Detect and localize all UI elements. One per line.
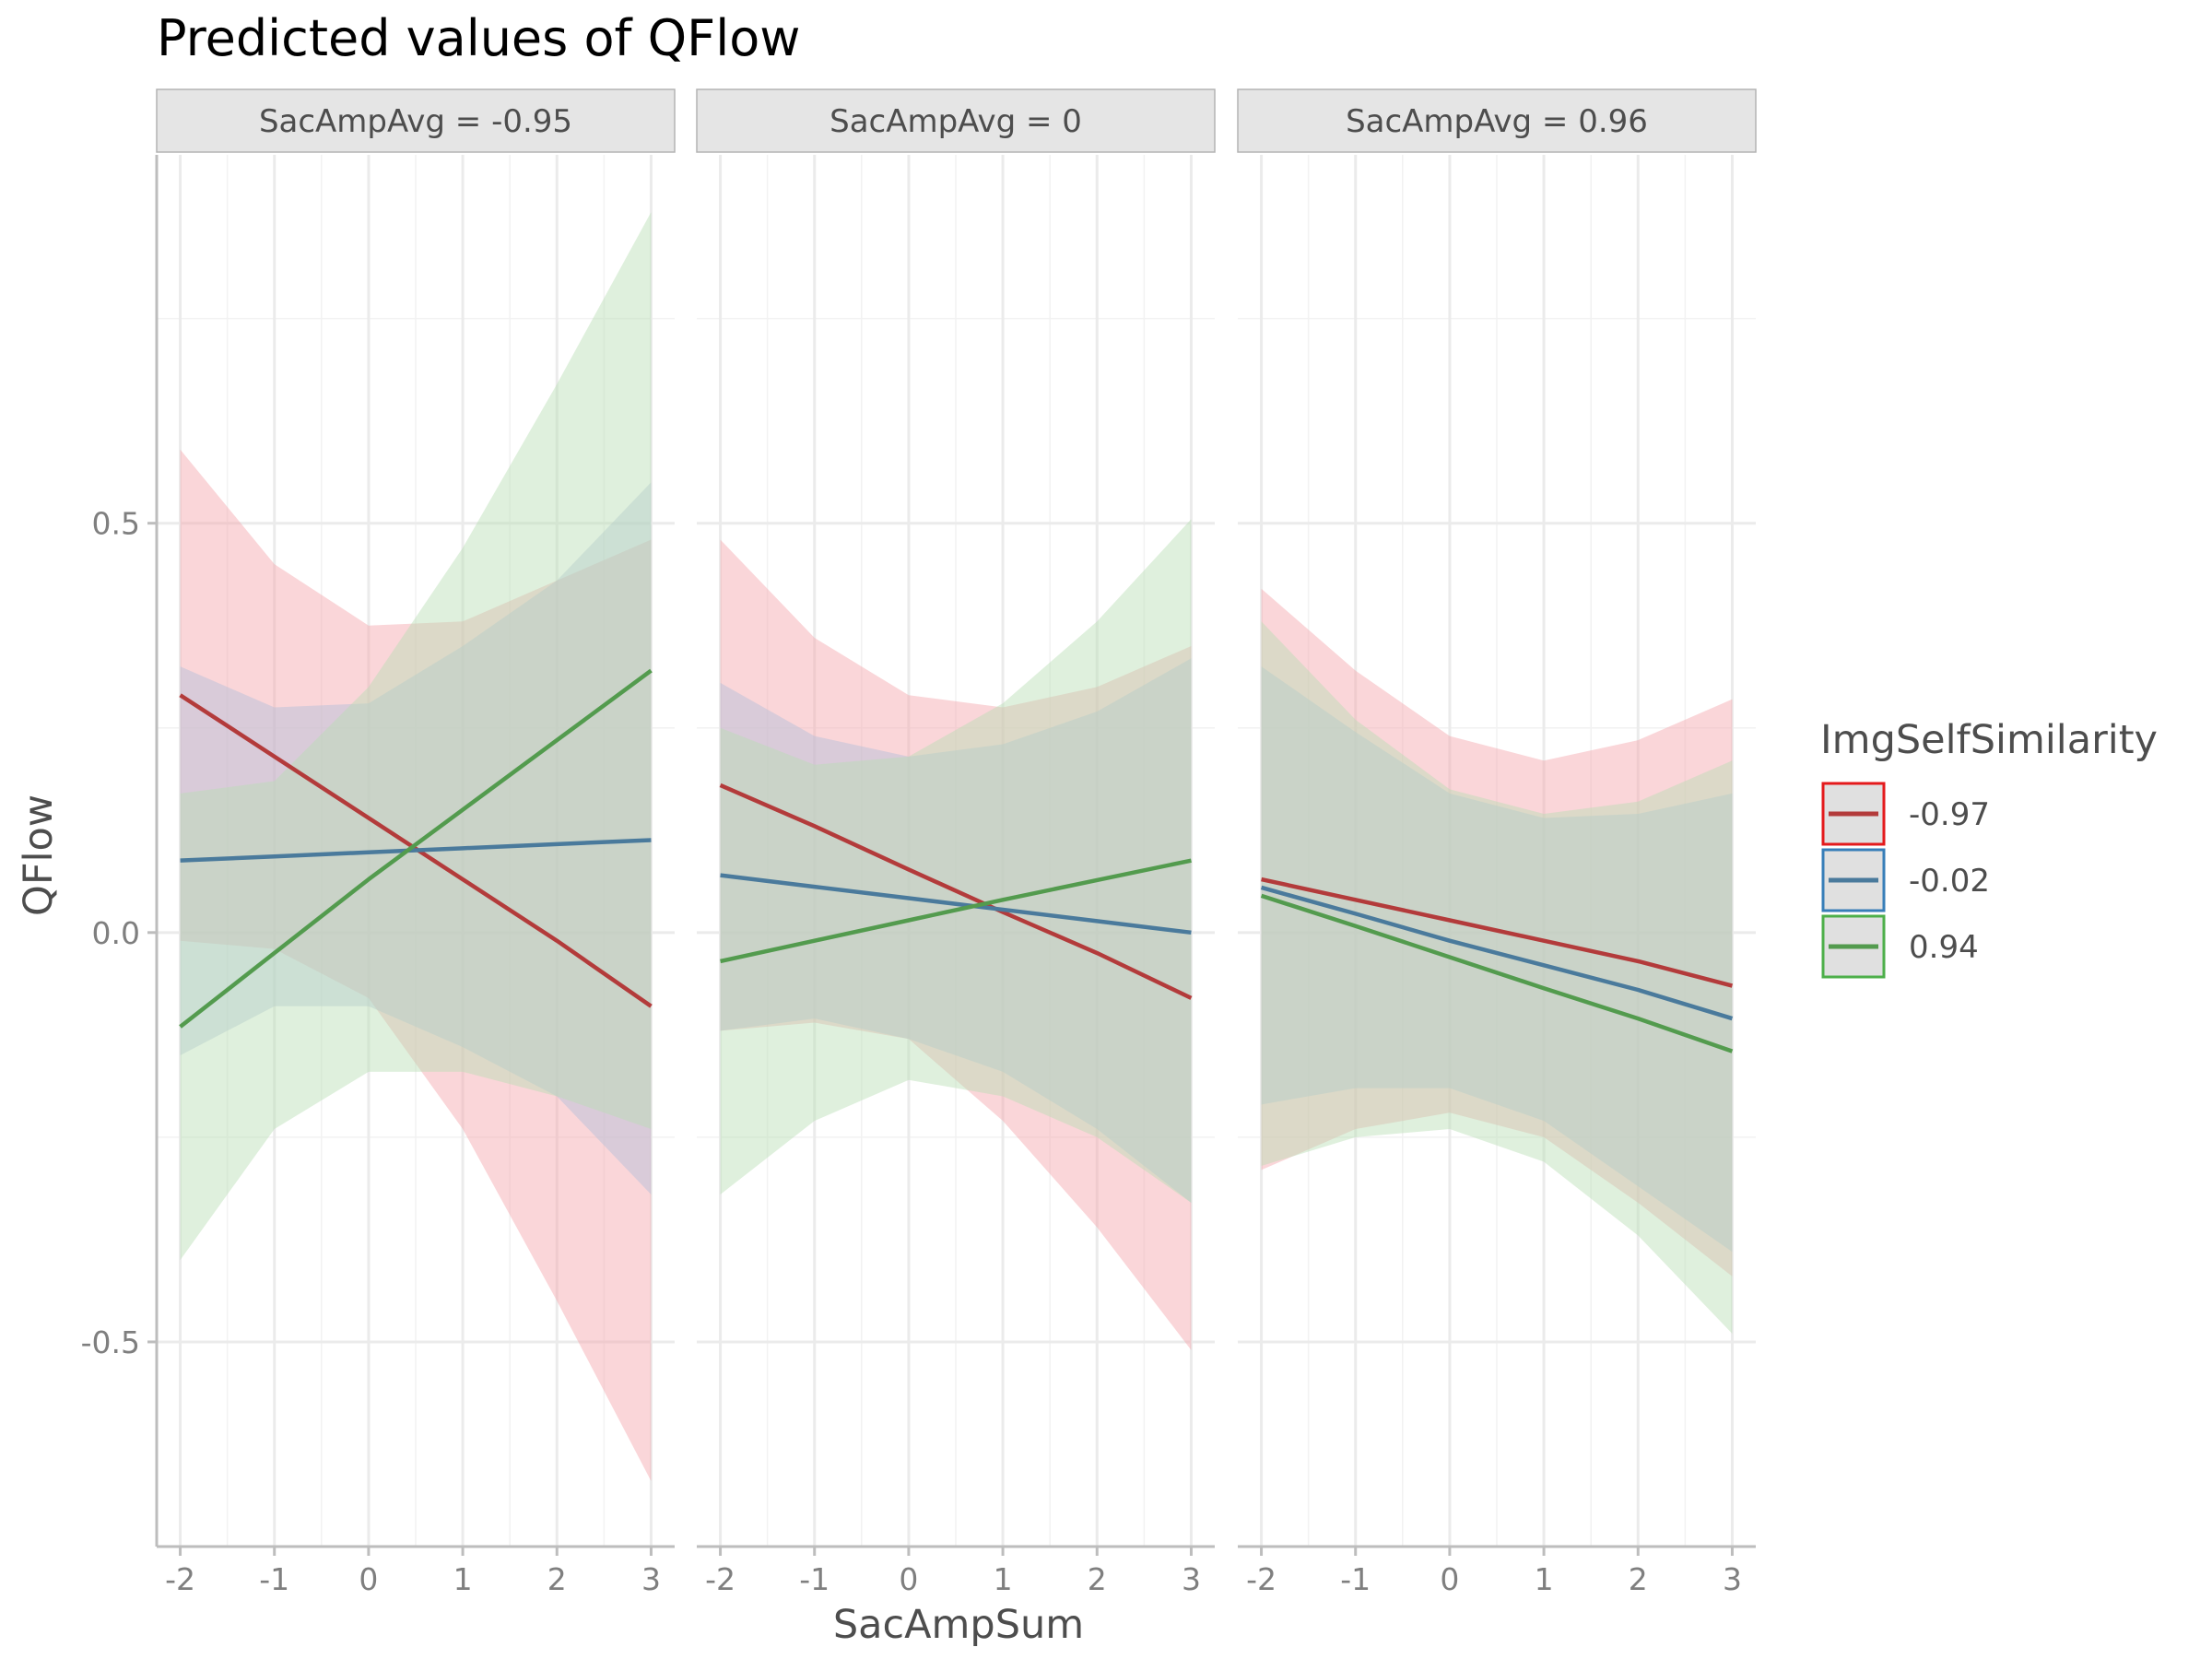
x-tick-label: 3: [1182, 1561, 1201, 1597]
x-tick-label: 1: [1535, 1561, 1554, 1597]
facet-panel: SacAmpAvg = 0 -2 -1 0 1 2 3: [696, 88, 1216, 1597]
x-tick-label: 0: [359, 1561, 378, 1597]
facet-panel: SacAmpAvg = -0.95 -2 -1 0 1 2 3 -0.5 0.0 0.5: [81, 88, 676, 1597]
series-line: [1260, 885, 1734, 1021]
x-tick-label: -1: [799, 1561, 830, 1597]
x-tick-label: -2: [165, 1561, 195, 1597]
confidence-band: [180, 449, 652, 1481]
facet-strip-label: SacAmpAvg = 0.96: [1346, 103, 1648, 140]
chart-title: Predicted values of QFlow: [157, 9, 800, 67]
x-tick-label: 1: [453, 1561, 473, 1597]
x-tick-label: -2: [1246, 1561, 1277, 1597]
legend-label: -0.97: [1909, 796, 1990, 833]
x-axis-title: SacAmpSum: [833, 1602, 1084, 1648]
y-axis-title: QFlow: [16, 794, 62, 916]
legend-title: ImgSelfSimilarity: [1820, 717, 2158, 763]
legend-entry: -0.02: [1821, 848, 1990, 912]
series-line: [179, 668, 653, 1029]
legend-entry: -0.97: [1821, 782, 1990, 846]
x-tick-label: 2: [547, 1561, 567, 1597]
x-tick-label: 2: [1088, 1561, 1107, 1597]
confidence-band: [180, 482, 652, 1195]
series-line: [1261, 877, 1734, 988]
y-tick-label: -0.5: [81, 1324, 140, 1360]
series-line: [719, 782, 1193, 1000]
confidence-band: [720, 539, 1192, 1350]
series-line: [720, 858, 1192, 964]
x-tick-label: 0: [1440, 1561, 1459, 1597]
facet-panel: SacAmpAvg = 0.96 -2 -1 0 1 2 3: [1237, 88, 1757, 1597]
x-tick-label: 2: [1629, 1561, 1648, 1597]
confidence-band: [720, 519, 1192, 1203]
confidence-band: [1261, 666, 1733, 1253]
series-line: [180, 838, 652, 863]
confidence-band: [180, 212, 652, 1261]
series-line: [720, 873, 1192, 935]
series-line: [1260, 893, 1734, 1053]
legend-label: -0.02: [1909, 863, 1990, 900]
legend-label: 0.94: [1909, 929, 1979, 966]
x-tick-label: 3: [1723, 1561, 1742, 1597]
facet-panels: SacAmpAvg = -0.95-2 -1 0 1 2 3-0.50.00.5SacAm…: [81, 88, 1757, 1597]
facet-strip-label: SacAmpAvg = -0.95: [259, 103, 572, 140]
confidence-band: [720, 658, 1192, 1203]
x-tick-label: 1: [994, 1561, 1013, 1597]
facet-strip: [156, 88, 676, 153]
x-tick-label: 3: [641, 1561, 661, 1597]
facet-strip-label: SacAmpAvg = 0: [830, 103, 1082, 140]
y-tick-label: 0.5: [92, 506, 140, 542]
x-tick-label: 0: [899, 1561, 918, 1597]
y-tick-label: 0.0: [92, 915, 140, 951]
x-tick-label: -1: [1340, 1561, 1371, 1597]
facet-strip: [696, 88, 1216, 153]
legend-entry: 0.94: [1821, 914, 1979, 979]
facet-strip: [1237, 88, 1757, 153]
x-tick-label: -2: [705, 1561, 735, 1597]
confidence-band: [1261, 621, 1733, 1335]
x-tick-label: -1: [259, 1561, 289, 1597]
legend: ImgSelfSimilarity -0.97 -0.02 0.94: [1820, 717, 2158, 979]
